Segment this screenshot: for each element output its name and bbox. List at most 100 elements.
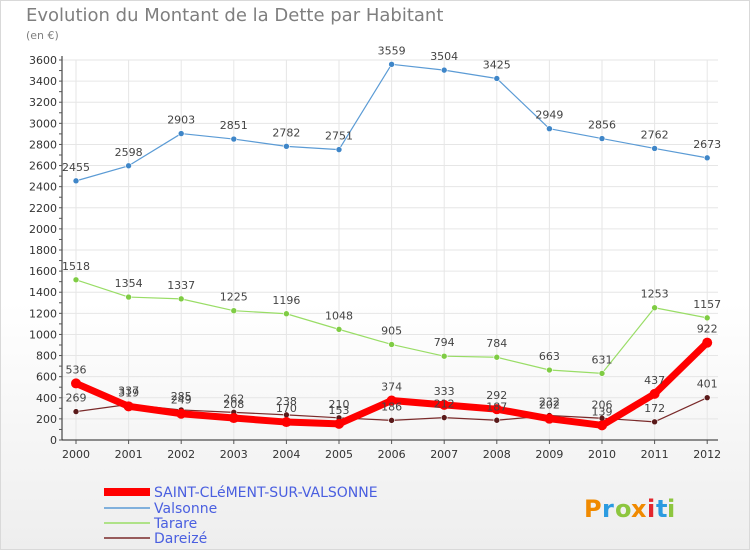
data-point xyxy=(283,310,290,318)
data-point xyxy=(702,337,713,348)
y-tick-label: 1600 xyxy=(29,265,57,278)
data-label: 794 xyxy=(434,336,455,349)
y-tick-label: 2600 xyxy=(29,160,57,173)
y-tick-label: 1400 xyxy=(29,286,57,299)
data-label: 2949 xyxy=(535,109,563,122)
data-point xyxy=(598,135,606,142)
data-point xyxy=(440,414,448,421)
logo-letter: P xyxy=(584,495,602,523)
data-label: 2782 xyxy=(272,126,300,139)
logo-letter: x xyxy=(631,495,647,523)
data-point xyxy=(335,326,343,333)
data-point xyxy=(491,404,502,415)
data-label: 2455 xyxy=(62,161,90,174)
logo-letter: i xyxy=(667,495,675,523)
data-label: 238 xyxy=(276,395,297,408)
data-point xyxy=(440,352,448,360)
data-label: 1253 xyxy=(641,288,669,301)
data-point xyxy=(598,370,606,377)
data-label: 206 xyxy=(592,398,613,411)
x-tick-label: 2002 xyxy=(167,448,195,461)
data-label: 2673 xyxy=(693,138,721,151)
data-label: 2856 xyxy=(588,119,616,132)
data-point xyxy=(230,135,238,143)
y-tick-label: 1800 xyxy=(29,244,57,257)
x-tick-label: 2001 xyxy=(115,448,143,461)
y-tick-label: 800 xyxy=(36,350,57,363)
data-label: 1225 xyxy=(220,291,248,304)
y-tick-label: 3000 xyxy=(29,117,57,130)
data-label: 536 xyxy=(66,363,87,376)
data-label: 249 xyxy=(171,394,192,407)
data-point xyxy=(649,388,660,399)
data-point xyxy=(72,177,80,185)
data-label: 170 xyxy=(276,402,297,415)
data-point xyxy=(493,353,501,361)
data-label: 374 xyxy=(381,381,402,394)
data-label: 187 xyxy=(486,400,507,413)
data-label: 3425 xyxy=(483,58,511,71)
data-label: 1337 xyxy=(167,279,195,292)
data-point xyxy=(703,154,711,162)
data-point xyxy=(388,61,395,68)
data-point xyxy=(334,418,344,429)
x-tick-label: 2006 xyxy=(378,448,406,461)
legend: SAINT-CLéMENT-SUR-VALSONNEValsonneTarare… xyxy=(104,485,378,547)
data-label: 1354 xyxy=(115,277,143,290)
data-label: 319 xyxy=(118,386,139,399)
data-label: 663 xyxy=(539,350,560,363)
data-point xyxy=(388,417,395,424)
data-point xyxy=(440,66,448,74)
data-label: 285 xyxy=(171,390,192,403)
y-tick-label: 0 xyxy=(50,434,57,447)
data-label: 1518 xyxy=(62,260,90,273)
data-label: 905 xyxy=(381,324,402,337)
data-point xyxy=(546,366,553,374)
y-tick-label: 600 xyxy=(36,371,57,384)
y-tick-label: 200 xyxy=(36,413,57,426)
data-label: 262 xyxy=(223,392,244,405)
legend-label: SAINT-CLéMENT-SUR-VALSONNE xyxy=(154,485,378,501)
data-point xyxy=(493,416,501,424)
data-label: 212 xyxy=(434,398,455,411)
data-label: 186 xyxy=(381,400,402,413)
data-label: 1196 xyxy=(272,294,300,307)
data-point xyxy=(281,417,292,428)
data-label: 269 xyxy=(66,392,87,405)
x-tick-label: 2012 xyxy=(693,448,721,461)
legend-label: Tarare xyxy=(153,516,197,532)
data-label: 232 xyxy=(539,396,560,409)
y-tick-label: 3400 xyxy=(29,75,57,88)
data-label: 2762 xyxy=(641,128,669,141)
data-label: 210 xyxy=(329,398,350,411)
data-label: 292 xyxy=(486,389,507,402)
data-label: 333 xyxy=(434,385,455,398)
y-tick-label: 2400 xyxy=(29,181,57,194)
chart-title: Evolution du Montant de la Dette par Hab… xyxy=(26,5,443,26)
y-tick-label: 3600 xyxy=(29,54,57,67)
data-label: 202 xyxy=(539,399,560,412)
data-point xyxy=(335,146,343,153)
data-point xyxy=(386,395,397,406)
axes: 0 200 400 600 800 1000 1200 1400 1600 1800 2000 220… xyxy=(29,54,721,461)
x-tick-label: 2005 xyxy=(325,448,353,461)
data-label: 437 xyxy=(644,374,665,387)
data-label: 337 xyxy=(118,384,139,397)
x-tick-label: 2007 xyxy=(430,448,458,461)
y-tick-label: 2000 xyxy=(29,223,57,236)
y-tick-label: 400 xyxy=(36,392,57,405)
x-tick-label: 2010 xyxy=(588,448,616,461)
data-label: 208 xyxy=(223,398,244,411)
data-label: 922 xyxy=(697,323,718,336)
data-point xyxy=(177,130,185,137)
data-label: 631 xyxy=(592,353,613,366)
data-point xyxy=(493,75,501,82)
data-label: 153 xyxy=(329,404,350,417)
data-point xyxy=(176,408,187,419)
data-point xyxy=(228,413,239,424)
data-label: 3504 xyxy=(430,50,458,63)
data-point xyxy=(546,125,553,133)
data-label: 2851 xyxy=(220,119,248,132)
series xyxy=(71,61,713,431)
